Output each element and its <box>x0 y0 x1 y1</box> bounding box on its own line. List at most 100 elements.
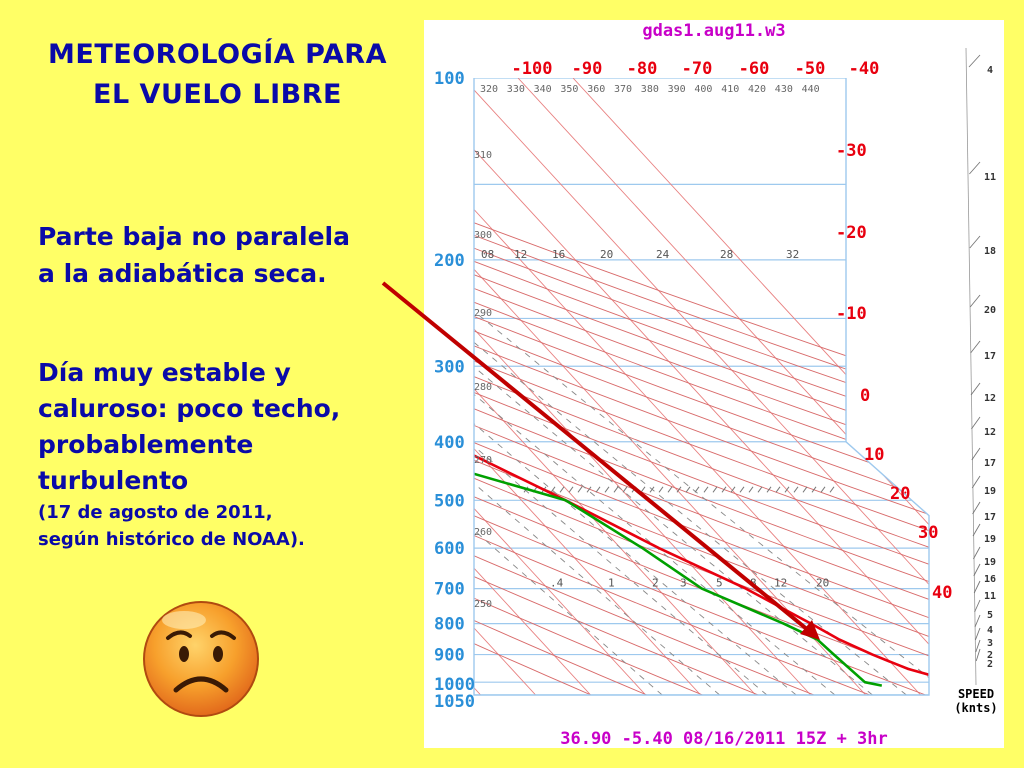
speed-units-label: (knts) <box>954 701 997 715</box>
hatch-mark <box>739 486 745 493</box>
theta-top-label: 340 <box>534 84 552 95</box>
chart-footer: 36.90 -5.40 08/16/2011 15Z + 3hr <box>560 729 888 748</box>
hatch-mark <box>667 486 673 493</box>
dry-adiabat-line <box>474 78 929 695</box>
theta-side-label: 250 <box>474 599 492 610</box>
hatch-mark <box>712 486 718 493</box>
wind-speed-label: 3 <box>987 638 993 649</box>
wind-barb <box>971 416 981 430</box>
hatch-mark <box>595 486 601 493</box>
mixing-ratio-label-200: 32 <box>786 248 799 261</box>
hatch-mark <box>559 486 565 493</box>
theta-top-label: 320 <box>480 84 498 95</box>
wind-speed-label: 11 <box>984 172 996 183</box>
mixing-ratio-label-200: 12 <box>514 248 527 261</box>
mixing-ratio-label-700: 8 <box>750 577 757 590</box>
skew-t-plot: gdas1.aug11.w310020030040050060070080090… <box>434 21 998 749</box>
hatch-mark <box>568 486 574 493</box>
wind-speed-label: 19 <box>984 557 996 568</box>
wind-speed-label: 12 <box>984 393 996 404</box>
temperature-top-label: -90 <box>572 59 603 79</box>
wind-barb <box>973 563 981 577</box>
temperature-side-label: 40 <box>932 583 952 603</box>
theta-side-label: 290 <box>474 308 492 319</box>
pressure-label: 400 <box>434 433 465 453</box>
theta-top-label: 420 <box>748 84 766 95</box>
temperature-top-label: -60 <box>739 59 770 79</box>
chart-title: gdas1.aug11.w3 <box>642 21 785 41</box>
slide-title: METEOROLOGÍA PARA EL VUELO LIBRE <box>10 35 425 115</box>
slide-title-line-1: METEOROLOGÍA PARA <box>48 39 387 70</box>
dry-adiabat-line <box>474 78 929 695</box>
theta-top-label: 390 <box>668 84 686 95</box>
theta-top-label: 410 <box>721 84 739 95</box>
wind-barb <box>975 639 981 653</box>
pressure-label: 800 <box>434 615 465 635</box>
hatch-mark <box>811 486 817 493</box>
theta-top-label: 440 <box>802 84 820 95</box>
wind-barb <box>972 523 981 537</box>
temperature-top-label: -100 <box>512 59 553 79</box>
wind-speed-label: 18 <box>984 246 996 257</box>
wind-barb <box>974 599 981 613</box>
wind-barb <box>973 546 981 560</box>
theta-top-label: 330 <box>507 84 525 95</box>
hatch-mark <box>793 486 799 493</box>
temperature-side-label: -30 <box>836 141 867 161</box>
wind-speed-label: 2 <box>987 659 993 670</box>
dry-adiabat-line <box>474 78 929 695</box>
theta-side-label: 310 <box>474 150 492 161</box>
wind-barb <box>970 340 981 354</box>
wind-barb <box>974 614 981 628</box>
wind-barb <box>975 648 981 662</box>
pressure-label: 600 <box>434 539 465 559</box>
hatch-mark <box>802 486 808 493</box>
mixing-ratio-line <box>474 259 929 695</box>
dry-adiabat-line <box>474 78 929 695</box>
slide-title-line-2: EL VUELO LIBRE <box>93 79 342 110</box>
hatch-mark <box>577 486 583 493</box>
temperature-side-label: 10 <box>864 445 884 465</box>
hatch-mark <box>604 486 610 493</box>
wind-speed-label: 4 <box>987 65 993 76</box>
mixing-ratio-label-200: 20 <box>600 248 613 261</box>
wind-barb <box>973 580 981 594</box>
temperature-side-label: 30 <box>918 523 938 543</box>
dry-adiabat-line <box>474 78 815 695</box>
temperature-side-label: 0 <box>860 386 870 406</box>
mixing-ratio-label-700: 1 <box>608 577 615 590</box>
pressure-label: 200 <box>434 251 465 271</box>
theta-top-label: 360 <box>587 84 605 95</box>
dry-adiabat-line <box>474 78 929 695</box>
wind-barb <box>969 161 981 175</box>
wind-barb <box>970 382 981 396</box>
speed-label: SPEED <box>958 687 994 701</box>
mixing-ratio-label-200: 08 <box>481 248 494 261</box>
dry-adiabat-line <box>474 78 929 695</box>
mixing-ratio-line <box>474 259 873 695</box>
hatch-mark <box>694 486 700 493</box>
dry-adiabat-line <box>474 78 929 695</box>
hatch-mark <box>703 486 709 493</box>
wind-barb <box>969 235 981 249</box>
note-stable-day: Día muy estable y caluroso: poco techo, … <box>38 355 418 553</box>
theta-side-label: 300 <box>474 230 492 241</box>
wind-speed-label: 17 <box>984 512 996 523</box>
hatch-mark <box>829 486 835 493</box>
wind-speed-label: 12 <box>984 427 996 438</box>
note-stable-day-line-4: turbulento <box>38 466 189 495</box>
note-dry-adiabat: Parte baja no paralela a la adiabática s… <box>38 218 418 292</box>
dry-adiabat-line <box>474 78 929 695</box>
dry-adiabat-line <box>474 78 929 695</box>
dry-adiabat-line <box>474 78 929 695</box>
dry-adiabat-line <box>474 78 929 695</box>
theta-top-label: 400 <box>694 84 712 95</box>
wind-speed-label: 5 <box>987 610 993 621</box>
wind-speed-label: 2 <box>987 650 993 661</box>
dry-adiabat-line <box>474 78 929 695</box>
wind-speed-label: 19 <box>984 486 996 497</box>
hatch-mark <box>757 486 763 493</box>
dry-adiabat-line <box>474 78 703 695</box>
isotherm-line <box>474 78 929 695</box>
theta-side-label: 260 <box>474 527 492 538</box>
